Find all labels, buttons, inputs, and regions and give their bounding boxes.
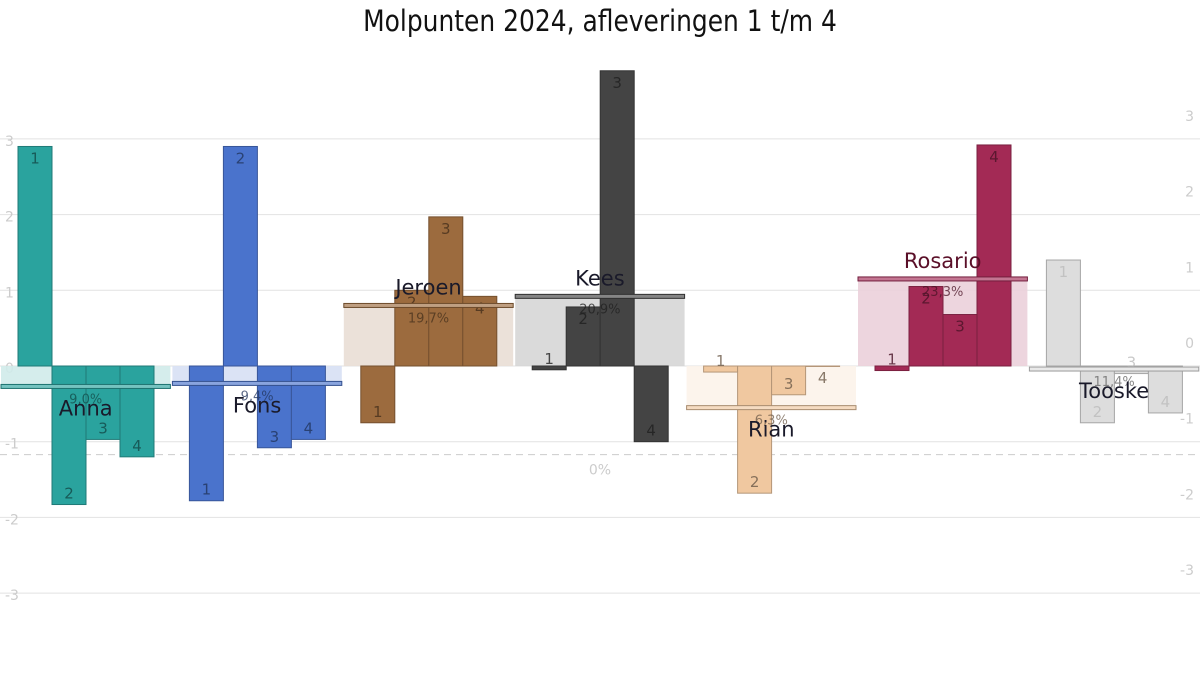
- episode-bar: [771, 365, 807, 396]
- episode-label: 4: [989, 148, 999, 166]
- contestant-name: Anna: [59, 396, 113, 420]
- y-tick-label-left: 1: [5, 285, 14, 301]
- episode-bar: [737, 365, 773, 494]
- percent-label: 23,3%: [922, 285, 963, 300]
- episode-label: 1: [30, 149, 40, 167]
- episode-label: 4: [646, 422, 656, 440]
- y-tick-label-left: 2: [5, 210, 14, 226]
- episode-bar: [256, 365, 292, 449]
- percent-label: 9,4%: [241, 389, 274, 404]
- percent-label: 6,3%: [755, 414, 788, 429]
- average-line: [686, 405, 857, 411]
- percent-label: 9,0%: [69, 392, 102, 407]
- episode-label: 2: [407, 293, 417, 311]
- y-tick-label-right: -3: [1180, 563, 1194, 579]
- episode-bar: [874, 365, 910, 372]
- average-line: [343, 302, 514, 308]
- episode-label: 2: [64, 485, 74, 503]
- episode-bar: [85, 365, 121, 440]
- episode-label: 4: [304, 419, 314, 437]
- episode-label: 3: [441, 220, 451, 238]
- episode-label: 1: [887, 351, 897, 369]
- episode-bar: [1045, 259, 1081, 367]
- episode-label: 2: [921, 290, 931, 308]
- contestant-name: Jeroen: [393, 275, 461, 299]
- average-line: [0, 383, 171, 389]
- y-tick-label-right: 0: [1185, 336, 1194, 352]
- episode-label: 2: [578, 310, 588, 328]
- average-line: [514, 293, 686, 299]
- percent-label: 11,4%: [1093, 375, 1134, 390]
- episode-bar: [462, 295, 498, 367]
- y-tick-label-right: 1: [1185, 260, 1194, 276]
- episode-label: 1: [1059, 263, 1069, 281]
- episode-bar: [805, 365, 841, 367]
- y-tick-label-right: 2: [1185, 185, 1194, 201]
- episode-bar: [599, 70, 635, 367]
- contestant-name: Fons: [233, 393, 281, 417]
- y-tick-label-right: 3: [1185, 109, 1194, 125]
- episode-bar: [119, 365, 155, 458]
- episode-label: 2: [236, 149, 246, 167]
- episode-label: 4: [1161, 393, 1171, 411]
- episode-label: 3: [612, 74, 622, 92]
- contestant-name: Kees: [575, 266, 625, 290]
- average-line: [857, 276, 1028, 282]
- episode-bar: [394, 289, 430, 367]
- episode-label: 3: [270, 428, 280, 446]
- average-line: [171, 380, 343, 386]
- episode-bar: [290, 365, 326, 440]
- episode-bar: [360, 365, 396, 424]
- episode-bar: [51, 365, 87, 506]
- episode-label: 3: [784, 375, 794, 393]
- y-tick-label-right: -1: [1180, 412, 1194, 428]
- percent-label: 20,9%: [579, 302, 620, 317]
- episode-label: 1: [373, 403, 383, 421]
- episode-label: 4: [818, 369, 828, 387]
- episode-label: 3: [98, 419, 108, 437]
- episode-label: 4: [475, 299, 485, 317]
- episode-label: 1: [544, 350, 554, 368]
- episode-bar: [428, 216, 464, 367]
- y-tick-label-right: -2: [1180, 487, 1194, 503]
- y-tick-label-left: 3: [5, 134, 14, 150]
- contestant-name: Tooske: [1078, 379, 1149, 403]
- episode-label: 2: [1093, 403, 1103, 421]
- y-tick-label-left: -2: [5, 512, 19, 528]
- y-tick-label-left: -1: [5, 437, 19, 453]
- episode-bar: [942, 314, 978, 367]
- episode-label: 1: [202, 481, 212, 499]
- episode-bar: [1079, 365, 1115, 424]
- episode-bar: [976, 144, 1012, 367]
- contestant-name: Rian: [748, 418, 795, 442]
- contestant-name: Rosario: [904, 249, 982, 273]
- episode-bar: [17, 145, 53, 367]
- episode-label: 1: [716, 352, 726, 370]
- chart-title: Molpunten 2024, afleveringen 1 t/m 4: [363, 4, 837, 38]
- episode-bar: [531, 365, 567, 371]
- episode-label: 2: [750, 473, 760, 491]
- episode-bar: [1147, 365, 1183, 414]
- average-line: [1028, 366, 1200, 372]
- zero-percent-label: 0%: [589, 463, 611, 479]
- episode-label: 4: [132, 437, 142, 455]
- episode-bar: [633, 365, 669, 443]
- episode-bar: [222, 145, 258, 367]
- y-tick-label-left: -3: [5, 588, 19, 604]
- percent-label: 19,7%: [408, 311, 449, 326]
- episode-bar: [908, 286, 944, 367]
- episode-bar: [188, 365, 224, 502]
- episode-label: 3: [955, 318, 965, 336]
- episode-label: 3: [1127, 354, 1137, 372]
